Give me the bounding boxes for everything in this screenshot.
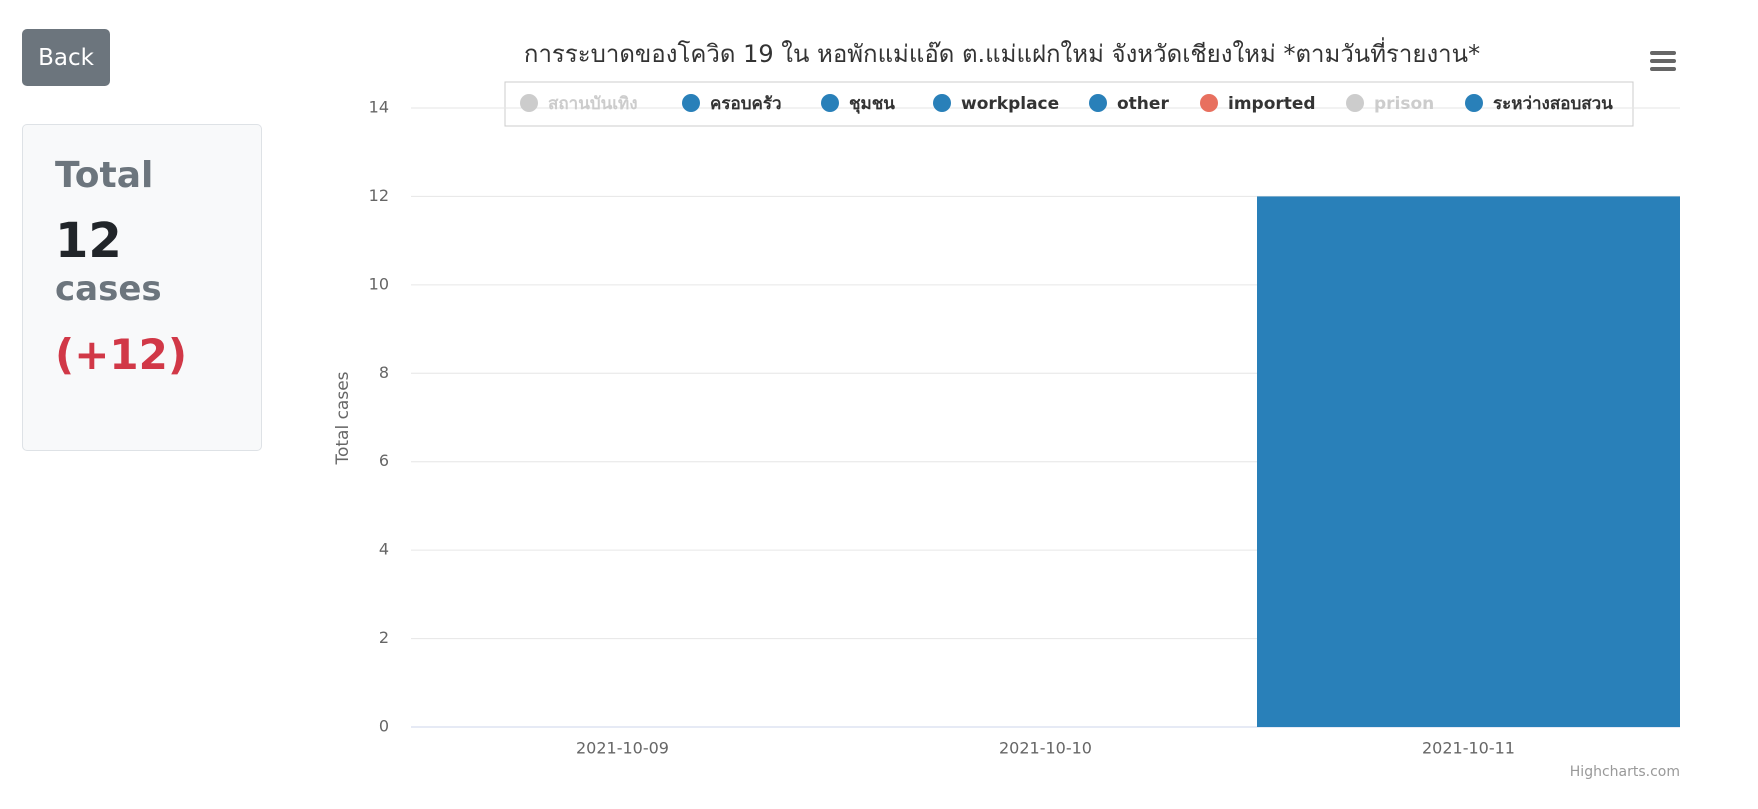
legend-label[interactable]: other — [1117, 94, 1169, 114]
x-tick-label: 2021-10-11 — [1422, 739, 1515, 758]
legend-marker[interactable] — [1346, 94, 1364, 112]
card-value: 12 — [55, 213, 122, 270]
legend-label[interactable]: workplace — [961, 94, 1059, 114]
chart-title: การระบาดของโควิด 19 ใน หอพักแม่แอ๊ด ต.แม… — [524, 37, 1480, 68]
y-tick-label: 2 — [379, 628, 389, 647]
legend-label[interactable]: ครอบครัว — [710, 94, 782, 114]
bar — [1257, 196, 1680, 727]
y-tick-label: 14 — [369, 98, 389, 117]
legend-box — [504, 81, 1634, 127]
legend-label[interactable]: สถานบันเทิง — [548, 94, 638, 114]
legend-label[interactable]: prison — [1374, 94, 1434, 114]
y-axis-label: Total cases — [333, 371, 353, 465]
menu-icon[interactable] — [1650, 51, 1676, 71]
x-tick-label: 2021-10-10 — [999, 739, 1092, 758]
total-card: Total 12 cases (+12) — [22, 124, 262, 451]
legend-marker[interactable] — [1200, 94, 1218, 112]
y-tick-label: 0 — [379, 717, 389, 736]
card-label: Total — [55, 155, 154, 196]
card-unit: cases — [55, 268, 162, 309]
y-tick-label: 4 — [379, 540, 389, 559]
legend-marker[interactable] — [933, 94, 951, 112]
legend-label[interactable]: ระหว่างสอบสวน — [1493, 94, 1613, 114]
card-change: (+12) — [55, 329, 188, 379]
y-tick-label: 6 — [379, 451, 389, 470]
legend-label[interactable]: ชุมชน — [849, 94, 895, 114]
y-tick-label: 10 — [369, 274, 389, 293]
y-tick-label: 8 — [379, 363, 389, 382]
legend-marker[interactable] — [520, 94, 538, 112]
legend-marker[interactable] — [1089, 94, 1107, 112]
back-button[interactable]: Back — [22, 29, 110, 86]
legend-marker[interactable] — [1465, 94, 1483, 112]
x-tick-label: 2021-10-09 — [576, 739, 669, 758]
legend-marker[interactable] — [821, 94, 839, 112]
y-tick-label: 12 — [369, 186, 389, 205]
credits[interactable]: Highcharts.com — [1570, 764, 1680, 780]
legend-label[interactable]: imported — [1228, 94, 1316, 114]
legend-marker[interactable] — [682, 94, 700, 112]
